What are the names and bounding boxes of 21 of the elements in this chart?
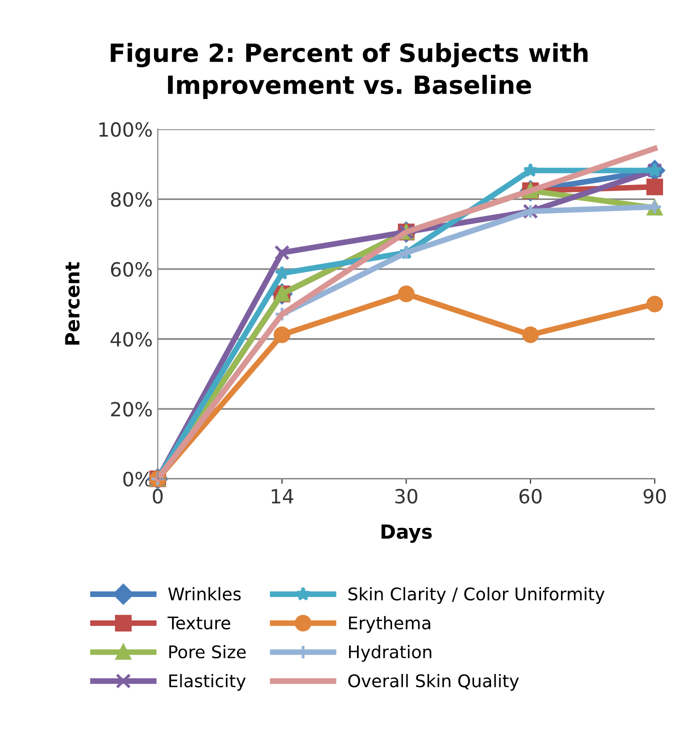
x-tick-label: 60 xyxy=(519,488,542,504)
legend-label: Elasticity xyxy=(169,674,246,691)
y-tick-label: 100% xyxy=(99,122,152,137)
legend-label: Hydration xyxy=(349,644,432,662)
y-tick-label: 40% xyxy=(110,332,152,347)
x-axis-title: Days xyxy=(382,524,432,543)
y-tick-label: 20% xyxy=(111,402,152,417)
x-tick-label: 0 xyxy=(152,488,163,504)
y-tick-label: 60% xyxy=(111,262,152,277)
legend-label: Skin Clarity / Color Uniformity xyxy=(348,587,605,604)
legend-label: Overall Skin Quality xyxy=(348,674,519,691)
legend-label: Pore Size xyxy=(169,644,246,658)
y-axis-title: Percent xyxy=(65,262,80,345)
chart-title: Figure 2: Percent of Subjects with Improvement vs. Baseline xyxy=(110,42,588,100)
x-tick-label: 14 xyxy=(272,489,294,504)
legend-label: Wrinkles xyxy=(168,587,241,601)
y-tick-label: 80% xyxy=(110,192,152,207)
x-tick-label: 30 xyxy=(395,488,418,504)
legend-label: Erythema xyxy=(349,616,430,633)
legend-label: Texture xyxy=(168,616,230,630)
x-tick-label: 90 xyxy=(644,488,666,504)
